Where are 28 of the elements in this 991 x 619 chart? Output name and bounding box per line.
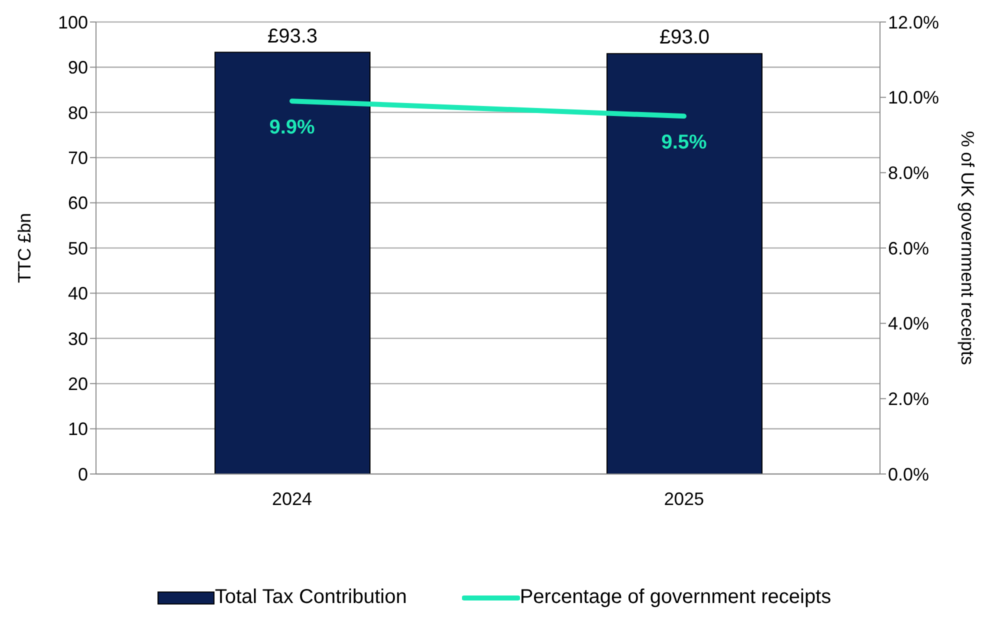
legend-label: Total Tax Contribution	[214, 586, 407, 609]
y-tick-label: 40	[68, 284, 88, 304]
y-tick-label: 0	[78, 464, 88, 484]
y2-tick-label: 12.0%	[888, 12, 940, 32]
y2-tick-label: 6.0%	[888, 238, 930, 258]
y-axis-title: TTC £bn	[14, 212, 34, 284]
y2-axis-title: % of UK government receipts	[958, 130, 978, 366]
data-label: £93.0	[659, 26, 710, 49]
y2-tick-label: 10.0%	[888, 88, 940, 108]
y-tick-label: 10	[68, 419, 88, 440]
y-tick-label: 60	[68, 193, 88, 214]
y-tick-label: 100	[58, 12, 88, 32]
x-tick-label: 2024	[272, 488, 312, 509]
legend-label: Percentage of government receipts	[520, 586, 832, 609]
y2-tick-label: 8.0%	[888, 163, 930, 184]
data-label: 9.9%	[269, 116, 316, 138]
y-tick-label: 20	[68, 374, 88, 394]
y-tick-label: 90	[68, 58, 88, 78]
data-label: 9.5%	[661, 131, 708, 154]
y2-tick-label: 0.0%	[888, 464, 930, 484]
y2-tick-label: 2.0%	[888, 389, 930, 410]
y-tick-label: 80	[68, 102, 88, 123]
x-tick-label: 2025	[664, 488, 704, 509]
data-label: £93.3	[267, 25, 318, 48]
y2-tick-label: 4.0%	[888, 314, 930, 334]
y-tick-label: 50	[68, 238, 88, 258]
y-tick-label: 30	[68, 328, 88, 349]
y-tick-label: 70	[68, 148, 88, 168]
